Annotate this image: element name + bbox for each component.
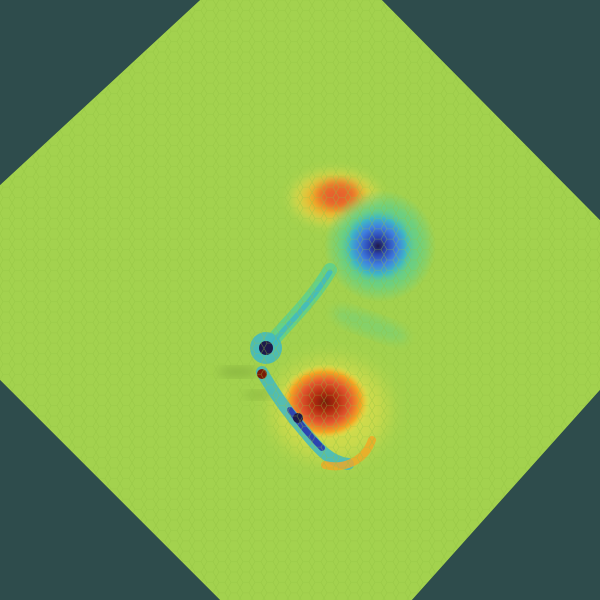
corner-top-right — [382, 0, 600, 220]
corner-bottom-right — [412, 390, 600, 600]
corner-top-left — [0, 0, 200, 185]
corner-bottom-left — [0, 380, 220, 600]
